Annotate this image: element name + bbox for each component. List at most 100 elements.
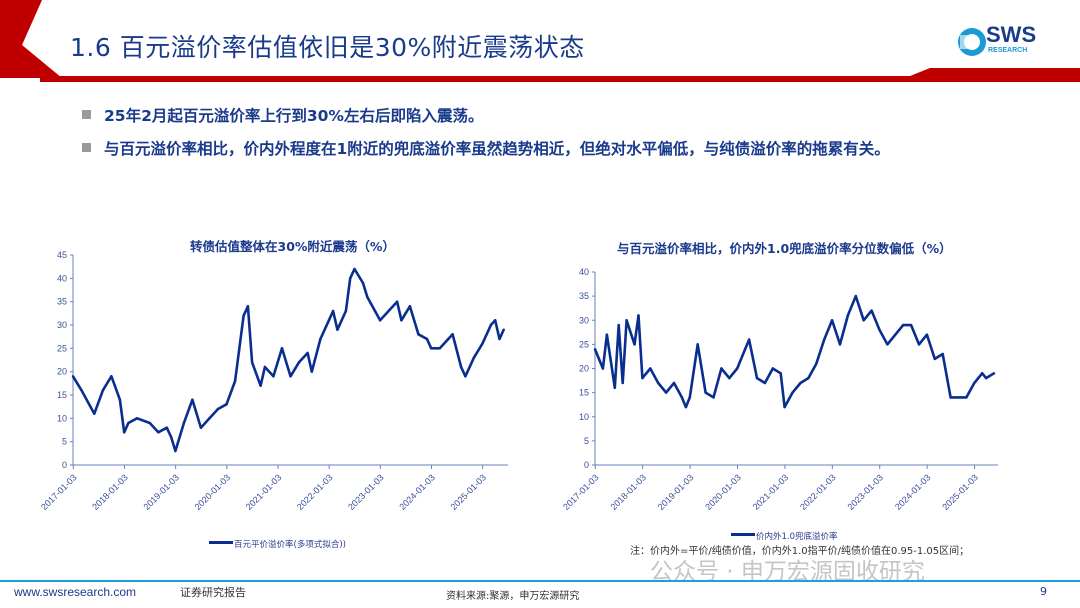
series-line <box>71 267 505 453</box>
data-point <box>208 417 211 420</box>
y-tick-label: 5 <box>62 437 67 447</box>
data-point <box>633 343 636 346</box>
data-point <box>366 295 369 299</box>
y-tick-label: 15 <box>579 388 589 398</box>
data-point <box>259 384 262 387</box>
data-point <box>704 391 707 394</box>
series-line <box>593 294 995 409</box>
data-point <box>118 398 122 401</box>
header-banner <box>0 0 1080 82</box>
data-point <box>680 396 684 399</box>
data-point <box>430 347 433 350</box>
data-point <box>191 398 194 401</box>
data-point <box>447 337 450 341</box>
data-point <box>71 375 75 378</box>
page-title: 1.6 百元溢价率估值依旧是30%附近震荡状态 <box>70 33 585 62</box>
footer-url-link[interactable]: www.swsresearch.com <box>14 585 137 599</box>
data-point <box>233 379 237 383</box>
data-point <box>378 319 382 322</box>
y-tick-label: 30 <box>57 320 67 330</box>
data-point <box>122 431 126 434</box>
x-tick-label: 2021-01-03 <box>244 472 284 512</box>
data-point <box>984 376 988 380</box>
data-point <box>965 396 968 399</box>
data-point <box>438 347 441 350</box>
data-point <box>838 343 842 346</box>
data-point <box>637 314 640 317</box>
bullet-square-icon <box>82 110 91 119</box>
y-tick-label: 0 <box>584 460 589 470</box>
x-tick-label: 2019-01-03 <box>141 472 181 512</box>
y-tick-label: 35 <box>57 297 67 307</box>
data-point <box>408 305 412 308</box>
data-point <box>862 319 865 322</box>
legend-line-icon <box>209 541 233 544</box>
x-tick-label: 2018-01-03 <box>90 472 130 512</box>
logo-ring-icon <box>958 28 986 56</box>
data-point <box>464 375 467 378</box>
x-tick-label: 2025-01-03 <box>448 472 488 512</box>
y-tick-label: 20 <box>57 367 67 377</box>
footer-divider <box>0 580 1080 582</box>
chart1-legend: 百元平价溢价率(多项式拟合)) <box>209 538 346 550</box>
x-tick-label: 2023-01-03 <box>346 472 386 512</box>
data-point <box>886 343 889 346</box>
data-point <box>280 347 284 350</box>
data-point <box>157 431 160 434</box>
legend-line-icon <box>731 533 755 536</box>
y-tick-label: 30 <box>579 315 589 325</box>
data-point <box>425 337 429 341</box>
data-point <box>593 348 597 351</box>
data-point <box>199 426 203 429</box>
data-point <box>712 396 715 399</box>
y-tick-label: 45 <box>57 250 67 260</box>
data-point <box>289 375 292 378</box>
data-point <box>182 421 186 425</box>
y-tick-label: 40 <box>579 267 589 277</box>
x-tick-label: 2018-01-03 <box>608 472 648 512</box>
x-tick-label: 2019-01-03 <box>656 472 696 512</box>
data-point <box>297 361 301 364</box>
data-point <box>451 333 454 336</box>
data-point <box>830 319 834 322</box>
data-point <box>957 396 960 399</box>
y-tick-label: 20 <box>579 364 589 374</box>
x-tick-label: 2017-01-03 <box>561 472 601 512</box>
y-tick-label: 25 <box>57 343 67 353</box>
data-point <box>481 342 484 345</box>
data-point <box>216 407 220 411</box>
x-tick-label: 2022-01-03 <box>798 472 838 512</box>
x-tick-label: 2024-01-03 <box>397 472 437 512</box>
data-point <box>502 328 505 331</box>
data-point <box>807 376 810 380</box>
data-point <box>657 381 660 385</box>
data-point <box>992 372 996 375</box>
data-point <box>174 449 177 453</box>
y-tick-label: 15 <box>57 390 67 400</box>
y-tick-label: 35 <box>579 291 589 301</box>
data-point <box>617 323 620 327</box>
data-point <box>649 367 652 370</box>
data-point <box>250 361 254 364</box>
data-point <box>980 372 984 375</box>
x-tick-label: 2025-01-03 <box>940 472 980 512</box>
data-point <box>854 294 857 298</box>
data-point <box>169 435 173 439</box>
data-point <box>878 328 881 332</box>
data-point <box>901 323 905 327</box>
data-point <box>344 309 348 313</box>
data-point <box>605 333 609 336</box>
data-point <box>743 348 747 351</box>
data-point <box>165 426 169 429</box>
chart2-legend: 价内外1.0兜底溢价率 <box>731 530 838 542</box>
data-point <box>331 309 335 313</box>
data-point <box>846 314 850 317</box>
data-point <box>613 386 616 389</box>
data-point <box>417 333 420 336</box>
data-point <box>672 381 676 385</box>
data-point <box>791 391 794 394</box>
data-point <box>601 367 605 370</box>
data-point <box>664 391 668 394</box>
x-tick-label: 2020-01-03 <box>193 472 233 512</box>
